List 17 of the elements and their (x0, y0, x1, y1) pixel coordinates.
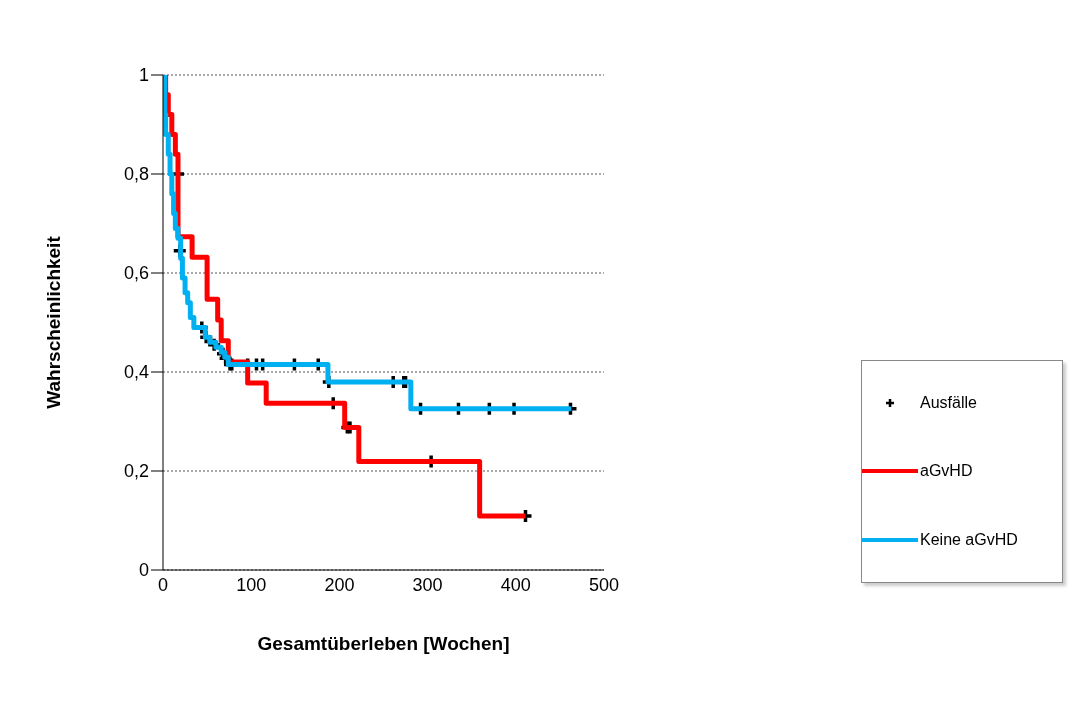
x-tick-label: 400 (500, 574, 531, 595)
y-tick-label: 0,2 (123, 461, 149, 482)
y-tick-label: 0,6 (123, 263, 149, 284)
legend-label: Keine aGvHD (920, 530, 1018, 549)
y-tick-label: 0 (138, 560, 149, 581)
y-axis-title: Wahrscheinlichkeit (42, 235, 64, 409)
legend-label: Ausfälle (920, 394, 977, 413)
y-tick-label: 1 (138, 65, 149, 86)
legend-label: aGvHD (920, 462, 973, 481)
x-tick-label: 0 (157, 574, 169, 595)
x-tick-label: 100 (236, 574, 267, 595)
y-tick-label: 0,8 (123, 164, 149, 185)
x-tick-label: 200 (324, 574, 355, 595)
y-tick-label: 0,4 (123, 362, 149, 383)
x-axis-title: Gesamtüberleben [Wochen] (257, 633, 510, 654)
x-tick-label: 300 (412, 574, 443, 595)
x-tick-label: 500 (588, 574, 620, 595)
